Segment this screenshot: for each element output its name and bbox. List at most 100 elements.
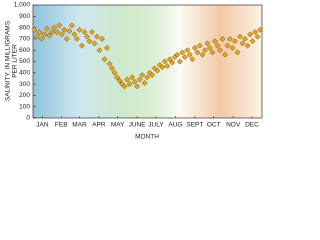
data-point: [154, 67, 161, 74]
x-tick-label: MAY: [111, 122, 125, 129]
data-point: [219, 35, 226, 42]
data-point: [101, 56, 108, 63]
data-point: [211, 38, 218, 45]
data-point: [31, 26, 38, 33]
y-tick-label: 100: [19, 103, 30, 110]
data-point: [239, 40, 246, 47]
data-point: [196, 42, 203, 49]
x-tick-label: AUG: [168, 122, 182, 129]
y-tick-label: 1,000: [14, 2, 31, 9]
plot-area: [32, 4, 263, 119]
y-tick-label: 800: [19, 24, 30, 31]
data-point: [176, 58, 183, 65]
data-point: [124, 76, 131, 83]
data-point: [184, 47, 191, 54]
x-tick-label: MAR: [72, 122, 87, 129]
data-point: [169, 59, 176, 66]
data-point: [56, 22, 63, 29]
data-point: [136, 76, 143, 83]
data-point: [43, 25, 50, 32]
data-point: [33, 33, 40, 40]
data-point: [206, 44, 213, 51]
data-point: [141, 80, 148, 86]
data-point: [181, 54, 188, 60]
data-point: [234, 49, 241, 56]
data-point: [99, 35, 105, 42]
data-point: [86, 38, 93, 45]
data-point: [71, 31, 78, 38]
y-tick-label: 300: [19, 81, 30, 88]
data-point: [237, 33, 243, 40]
x-axis-label: MONTH: [135, 134, 159, 141]
data-point: [36, 29, 43, 36]
y-tick-label: 900: [19, 13, 30, 20]
x-tick-label: OCT: [207, 122, 221, 129]
data-point: [227, 35, 233, 42]
data-point: [96, 47, 103, 54]
x-tick-label: NOV: [226, 122, 241, 129]
data-point: [53, 29, 60, 36]
data-point: [214, 42, 221, 49]
y-tick-label: 600: [19, 47, 30, 54]
data-point: [131, 78, 138, 85]
y-tick-label: 200: [19, 92, 30, 99]
data-point: [232, 38, 238, 45]
data-point: [257, 26, 264, 33]
data-point: [247, 31, 254, 38]
x-tick-label: FEB: [55, 122, 68, 129]
data-point: [61, 26, 68, 33]
data-point: [242, 35, 249, 42]
data-point: [78, 42, 85, 49]
chart: SALINITY, IN MILLIGRAMS PER LITER MONTH …: [5, 2, 264, 141]
data-point: [81, 29, 88, 36]
data-point: [179, 49, 186, 56]
data-point: [249, 38, 256, 45]
data-point: [201, 47, 208, 54]
y-tick-label: 0: [26, 115, 30, 122]
data-point: [51, 24, 58, 31]
data-point: [63, 35, 70, 42]
data-point: [254, 33, 261, 40]
data-point: [106, 60, 113, 67]
data-point: [164, 63, 171, 69]
data-point: [186, 51, 193, 58]
data-point: [68, 22, 75, 29]
data-point: [58, 31, 65, 38]
data-point: [204, 40, 211, 47]
data-point: [159, 64, 166, 71]
data-point: [46, 32, 53, 39]
data-point: [48, 29, 55, 36]
y-tick-label: 700: [19, 36, 30, 43]
data-point: [129, 74, 136, 81]
y-axis-label: PER LITER: [12, 44, 19, 78]
data-point: [38, 35, 45, 42]
data-point: [76, 26, 83, 33]
data-point: [199, 51, 206, 58]
data-point: [66, 28, 73, 34]
data-point: [109, 65, 116, 72]
x-tick-label: APR: [92, 122, 106, 129]
x-tick-label: DEC: [245, 122, 259, 129]
data-point: [134, 83, 141, 90]
data-point: [191, 44, 198, 51]
data-point: [116, 77, 123, 84]
data-point: [244, 42, 251, 49]
data-point: [41, 31, 48, 38]
y-tick-label: 400: [19, 70, 30, 77]
data-point: [149, 72, 156, 79]
data-point: [114, 74, 121, 81]
y-axis-label: SALINITY, IN MILLIGRAMS: [5, 20, 12, 101]
data-point: [73, 35, 80, 42]
data-point: [209, 49, 216, 56]
x-tick-label: JULY: [148, 122, 164, 129]
y-tick-label: 500: [19, 58, 30, 65]
data-point: [174, 51, 181, 58]
data-point: [94, 33, 100, 40]
data-point: [217, 47, 223, 54]
data-point: [194, 49, 201, 56]
data-point: [222, 51, 228, 58]
data-point: [91, 40, 98, 47]
data-point: [104, 44, 110, 51]
x-tick-label: SEPT: [186, 122, 203, 129]
data-point: [139, 72, 146, 79]
